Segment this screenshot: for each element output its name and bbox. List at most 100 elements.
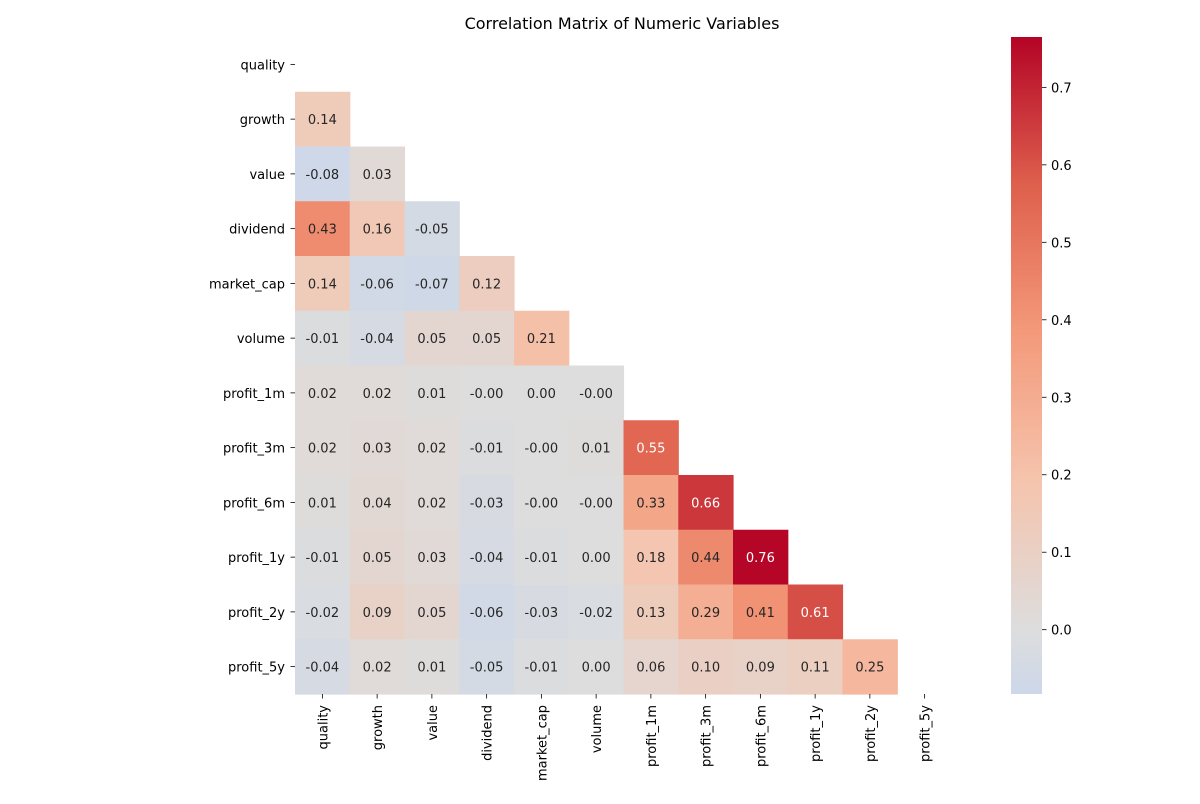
y-tick-label-profit_1y: profit_1y <box>228 551 285 566</box>
heatmap-cell-profit_2y-volume <box>568 584 625 640</box>
cell-value-label-market_cap-dividend: 0.12 <box>472 277 501 292</box>
heatmap-cell-profit_5y-profit_1y <box>787 639 844 695</box>
cell-value-label-profit_2y-value: 0.05 <box>417 606 446 621</box>
heatmap-cell-profit_3m-growth <box>349 420 406 476</box>
y-tick-label-quality: quality <box>241 58 286 73</box>
cell-value-label-market_cap-quality: 0.14 <box>308 277 337 292</box>
heatmap-cell-profit_1m-dividend <box>459 365 515 421</box>
heatmap-cell-profit_5y-quality <box>295 639 351 695</box>
heatmap-cell-value-growth <box>349 146 406 202</box>
heatmap-cell-market_cap-quality <box>295 256 351 312</box>
cell-value-label-profit_2y-profit_1m: 0.13 <box>636 606 665 621</box>
heatmap-cell-profit_2y-market_cap <box>514 584 570 640</box>
heatmap-cell-profit_5y-value <box>404 639 460 695</box>
heatmap-cell-profit_1y-growth <box>349 529 406 586</box>
cell-value-label-profit_5y-value: 0.01 <box>417 661 446 676</box>
colorbar-tick-label-6: 0.6 <box>1051 159 1072 174</box>
chart-title: Correlation Matrix of Numeric Variables <box>465 14 780 33</box>
cell-value-label-profit_3m-market_cap: -0.00 <box>525 442 559 457</box>
x-tick-label-profit_5y: profit_5y <box>919 705 934 762</box>
heatmap-cell-profit_1y-quality <box>295 529 351 586</box>
cell-value-label-profit_1y-profit_6m: 0.76 <box>746 551 775 566</box>
heatmap-cell-profit_2y-quality <box>295 584 351 640</box>
cell-value-label-profit_2y-profit_3m: 0.29 <box>691 606 720 621</box>
cell-value-label-profit_1y-quality: -0.01 <box>306 551 340 566</box>
cell-value-label-profit_5y-profit_6m: 0.09 <box>746 661 775 676</box>
cell-value-label-profit_1m-market_cap: 0.00 <box>527 387 556 402</box>
x-tick-label-profit_6m: profit_6m <box>754 705 769 767</box>
cell-value-label-growth-quality: 0.14 <box>308 113 337 128</box>
cell-value-label-profit_3m-quality: 0.02 <box>308 442 337 457</box>
colorbar: 0.0 0.1 0.2 0.3 0.4 0.5 0.6 0.7 <box>1011 37 1072 694</box>
cell-value-label-profit_3m-value: 0.02 <box>417 442 446 457</box>
heatmap-cell-profit_1m-quality <box>295 365 351 421</box>
cell-value-label-profit_6m-market_cap: -0.00 <box>525 496 559 511</box>
cell-value-label-profit_2y-market_cap: -0.03 <box>525 606 559 621</box>
heatmap-cell-profit_3m-dividend <box>459 420 515 476</box>
cell-value-label-profit_1y-value: 0.03 <box>417 551 446 566</box>
cell-value-label-market_cap-value: -0.07 <box>415 277 449 292</box>
cell-value-label-profit_2y-volume: -0.02 <box>579 606 613 621</box>
heatmap-cell-profit_1y-market_cap <box>514 529 570 586</box>
heatmap-cell-profit_2y-value <box>404 584 460 640</box>
heatmap-cell-value-quality <box>295 146 351 202</box>
cell-value-label-profit_6m-volume: -0.00 <box>579 496 613 511</box>
cell-value-label-profit_5y-growth: 0.02 <box>363 661 392 676</box>
cell-value-label-volume-quality: -0.01 <box>306 332 340 347</box>
cell-value-label-dividend-quality: 0.43 <box>308 223 337 238</box>
heatmap-cell-volume-dividend <box>459 310 515 367</box>
x-tick-label-value: value <box>426 705 441 741</box>
heatmap-cell-profit_3m-volume <box>568 420 625 476</box>
cell-value-label-profit_3m-volume: 0.01 <box>582 442 611 457</box>
heatmap-cell-profit_1m-value <box>404 365 460 421</box>
cell-value-label-value-quality: -0.08 <box>306 168 340 183</box>
heatmap-cell-profit_2y-profit_3m <box>678 584 734 640</box>
heatmap-cell-profit_6m-volume <box>568 475 625 531</box>
heatmap-cell-profit_5y-growth <box>349 639 406 695</box>
cell-value-label-profit_1y-profit_3m: 0.44 <box>691 551 720 566</box>
heatmap-cell-profit_3m-market_cap <box>514 420 570 476</box>
heatmap-cell-market_cap-dividend <box>459 256 515 312</box>
colorbar-tick-label-7: 0.7 <box>1051 81 1072 96</box>
y-tick-label-growth: growth <box>240 113 285 128</box>
cell-value-label-dividend-growth: 0.16 <box>363 223 392 238</box>
heatmap-cell-volume-value <box>404 310 460 367</box>
cell-value-label-profit_1y-profit_1m: 0.18 <box>636 551 665 566</box>
heatmap-cell-profit_6m-value <box>404 475 460 531</box>
heatmap-cell-profit_2y-profit_1y <box>787 584 844 640</box>
cell-value-label-profit_6m-value: 0.02 <box>417 496 446 511</box>
heatmap-cell-volume-quality <box>295 310 351 367</box>
cell-value-label-profit_6m-growth: 0.04 <box>363 496 392 511</box>
heatmap-cell-profit_1y-value <box>404 529 460 586</box>
heatmap-cell-dividend-growth <box>349 201 406 257</box>
heatmap-cell-profit_2y-dividend <box>459 584 515 640</box>
y-axis-labels: quality growth value dividend market_capvolu… <box>209 58 295 676</box>
heatmap-cell-profit_3m-profit_1m <box>623 420 679 476</box>
y-tick-label-value: value <box>249 168 285 183</box>
heatmap-cell-profit_2y-profit_6m <box>733 584 789 640</box>
y-tick-label-profit_2y: profit_2y <box>228 606 285 621</box>
heatmap-cell-profit_2y-profit_1m <box>623 584 679 640</box>
colorbar-tick-label-5: 0.5 <box>1051 236 1072 251</box>
y-tick-label-profit_1m: profit_1m <box>223 387 285 402</box>
heatmap-cell-profit_6m-profit_3m <box>678 475 734 531</box>
heatmap-cell-profit_1y-profit_1m <box>623 529 679 586</box>
heatmap-cell-profit_5y-market_cap <box>514 639 570 695</box>
y-tick-label-dividend: dividend <box>229 223 285 238</box>
heatmap-cell-profit_3m-quality <box>295 420 351 476</box>
cell-value-label-volume-growth: -0.04 <box>360 332 394 347</box>
y-tick-label-profit_6m: profit_6m <box>223 496 285 511</box>
cell-value-label-volume-dividend: 0.05 <box>472 332 501 347</box>
x-tick-label-profit_1y: profit_1y <box>809 705 824 762</box>
cell-value-label-dividend-value: -0.05 <box>415 223 449 238</box>
heatmap-cell-volume-market_cap <box>514 310 570 367</box>
cell-value-label-profit_1m-growth: 0.02 <box>363 387 392 402</box>
cell-value-label-profit_1m-quality: 0.02 <box>308 387 337 402</box>
x-tick-label-profit_3m: profit_3m <box>700 705 715 767</box>
colorbar-tick-label-3: 0.3 <box>1051 391 1072 406</box>
x-tick-label-market_cap: market_cap <box>535 705 550 781</box>
cell-value-label-profit_6m-profit_1m: 0.33 <box>636 496 665 511</box>
heatmap-cell-profit_2y-growth <box>349 584 406 640</box>
